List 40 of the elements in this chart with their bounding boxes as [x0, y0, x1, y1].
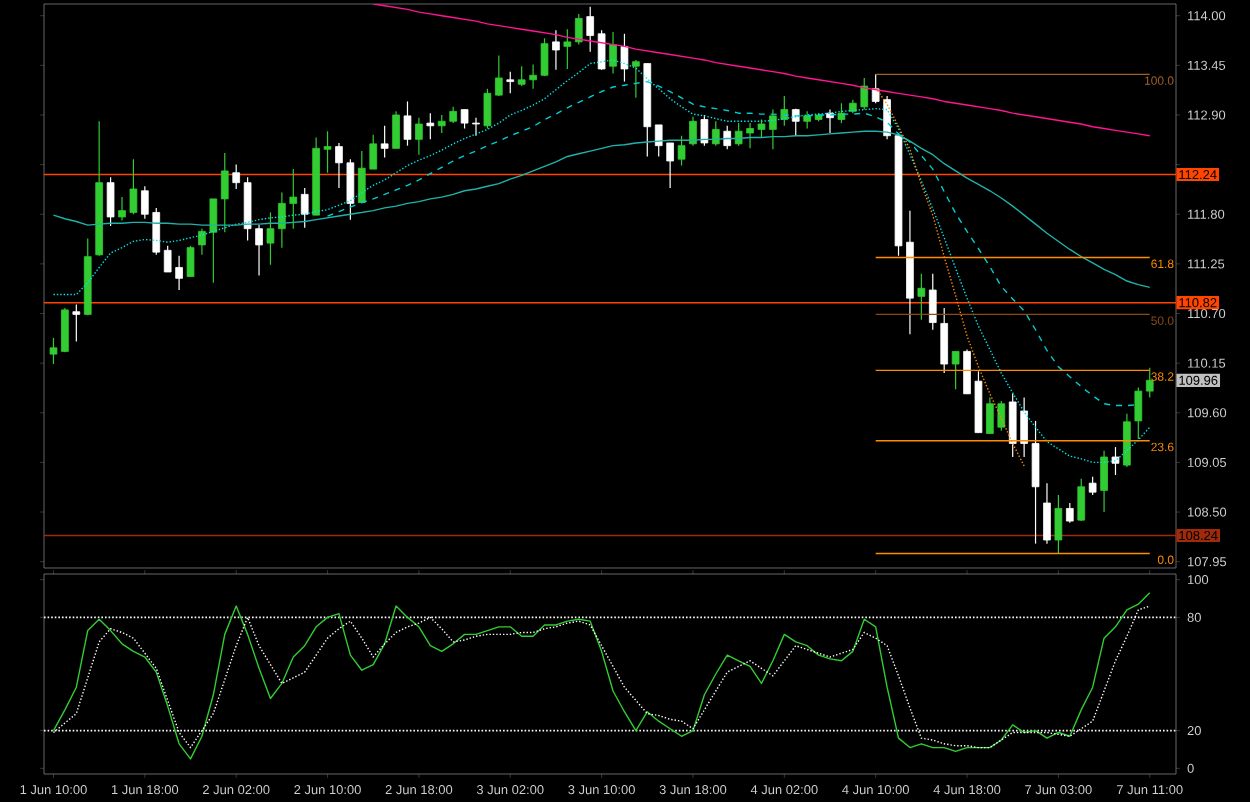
candlestick — [106, 176, 115, 227]
candlestick — [563, 28, 572, 70]
candlestick — [700, 114, 709, 147]
candlestick — [1111, 446, 1120, 476]
candlestick — [232, 164, 241, 190]
candlestick — [1054, 494, 1063, 555]
candlestick — [392, 110, 400, 149]
candlestick — [506, 71, 515, 94]
candlestick — [723, 125, 732, 150]
candlestick — [1088, 476, 1097, 496]
candlestick — [1145, 367, 1154, 399]
candlestick — [574, 13, 583, 46]
candlestick — [586, 6, 595, 53]
candlestick — [677, 135, 686, 167]
candlestick — [483, 88, 492, 130]
candlestick — [917, 273, 926, 321]
candlestick — [597, 29, 606, 71]
candlestick — [632, 59, 640, 99]
candlestick — [552, 29, 560, 71]
candlestick — [689, 116, 697, 147]
candlestick — [711, 120, 720, 147]
candlestick — [940, 307, 949, 374]
candlestick — [928, 273, 937, 331]
candlestick — [609, 31, 617, 75]
candlestick — [837, 102, 846, 124]
candlestick — [1077, 478, 1086, 522]
candlestick — [426, 112, 435, 140]
candlestick — [220, 152, 229, 233]
candlestick — [72, 303, 81, 343]
candlestick — [951, 350, 960, 390]
candlestick — [1043, 482, 1051, 545]
candlestick — [403, 100, 412, 147]
candlestick — [1100, 450, 1108, 513]
candlestick — [1065, 502, 1074, 524]
candlestick — [620, 33, 629, 83]
candlestick — [300, 187, 309, 229]
candlestick — [495, 54, 503, 97]
candlestick — [186, 245, 195, 278]
candlestick — [415, 117, 423, 156]
candlestick — [380, 125, 389, 158]
